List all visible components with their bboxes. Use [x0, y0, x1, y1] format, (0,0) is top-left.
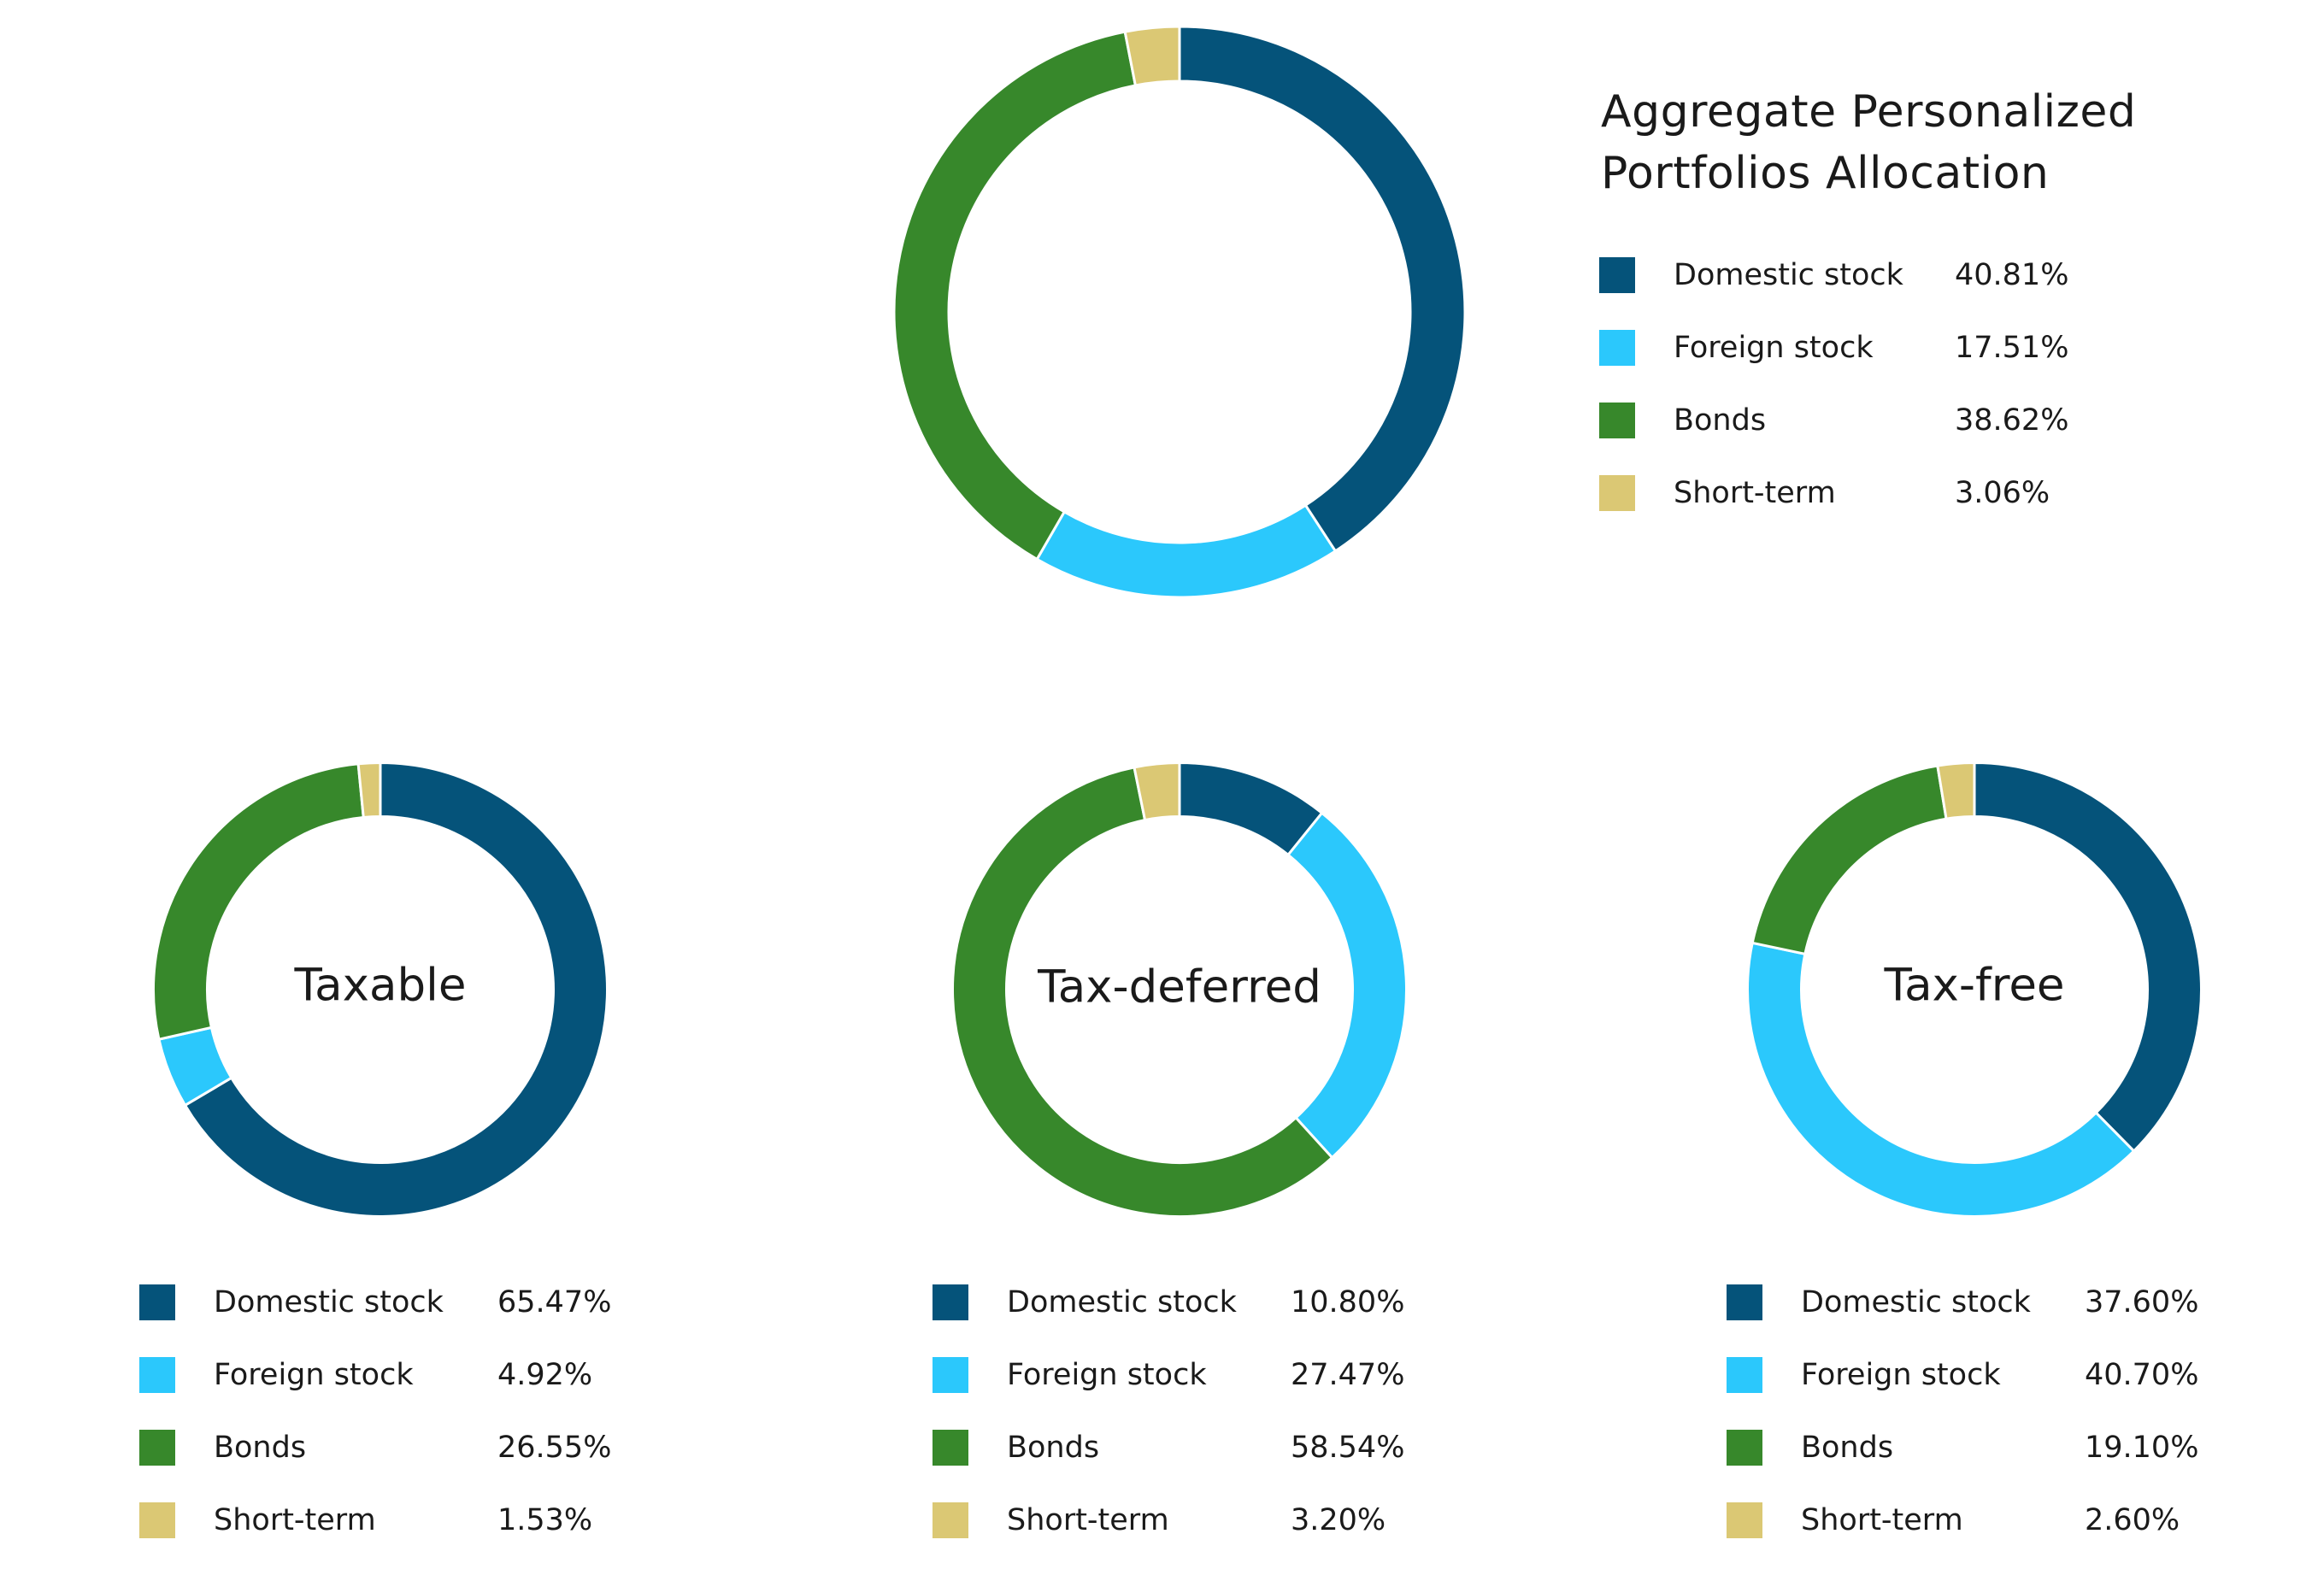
- domestic-stock-swatch: [933, 1284, 968, 1320]
- legend-label: Bonds: [1674, 403, 1767, 438]
- legend-value: 26.55%: [497, 1431, 612, 1465]
- legend-label: Foreign stock: [214, 1358, 414, 1392]
- taxable-slice-short-term: [356, 761, 382, 820]
- foreign-stock-swatch: [139, 1357, 175, 1393]
- domestic-stock-swatch: [1599, 257, 1635, 293]
- aggregate-slice-bonds: [892, 30, 1138, 561]
- short-term-swatch: [1727, 1502, 1762, 1538]
- taxable-slice-domestic-stock: [183, 761, 609, 1218]
- legend-label: Bonds: [1007, 1431, 1100, 1465]
- legend-value: 2.60%: [2085, 1503, 2180, 1537]
- chart-title: Aggregate Personalized Portfolios Alloca…: [1601, 86, 2137, 199]
- tax-deferred-slice-short-term: [1133, 761, 1181, 822]
- legend-label: Domestic stock: [1674, 258, 1903, 292]
- legend-value: 27.47%: [1291, 1358, 1405, 1392]
- tax-free-slice-domestic-stock: [1973, 761, 2203, 1154]
- short-term-swatch: [139, 1502, 175, 1538]
- foreign-stock-swatch: [933, 1357, 968, 1393]
- legend-value: 1.53%: [497, 1503, 593, 1537]
- foreign-stock-swatch: [1727, 1357, 1762, 1393]
- short-term-swatch: [1599, 475, 1635, 511]
- legend-value: 4.92%: [497, 1358, 593, 1392]
- foreign-stock-swatch: [1599, 330, 1635, 366]
- tax-deferred-slice-bonds: [951, 766, 1334, 1218]
- legend-label: Domestic stock: [1007, 1285, 1237, 1319]
- legend-label: Domestic stock: [1801, 1285, 2031, 1319]
- domestic-stock-swatch: [1727, 1284, 1762, 1320]
- legend-value: 38.62%: [1955, 403, 2069, 438]
- bonds-swatch: [139, 1430, 175, 1466]
- legend-value: 58.54%: [1291, 1431, 1405, 1465]
- legend-value: 40.70%: [2085, 1358, 2199, 1392]
- taxable-label: Taxable: [294, 959, 467, 1012]
- legend-value: 65.47%: [497, 1285, 612, 1319]
- bonds-swatch: [933, 1430, 968, 1466]
- legend-value: 10.80%: [1291, 1285, 1405, 1319]
- aggregate-slice-foreign-stock: [1035, 503, 1338, 599]
- aggregate-slice-domestic-stock: [1178, 25, 1467, 553]
- short-term-swatch: [933, 1502, 968, 1538]
- aggregate-slice-short-term: [1123, 25, 1181, 87]
- legend-label: Bonds: [214, 1431, 307, 1465]
- tax-free-slice-short-term: [1936, 761, 1976, 820]
- legend-label: Foreign stock: [1674, 331, 1874, 365]
- legend-value: 19.10%: [2085, 1431, 2199, 1465]
- legend-value: 40.81%: [1955, 258, 2069, 292]
- legend-label: Bonds: [1801, 1431, 1894, 1465]
- tax-free-label: Tax-free: [1884, 959, 2065, 1012]
- bonds-swatch: [1727, 1430, 1762, 1466]
- tax-free-slice-foreign-stock: [1746, 941, 2136, 1218]
- legend-label: Short-term: [1674, 476, 1836, 510]
- legend-label: Foreign stock: [1007, 1358, 1207, 1392]
- legend-value: 3.06%: [1955, 476, 2050, 510]
- tax-deferred-label: Tax-deferred: [1038, 961, 1321, 1014]
- legend-label: Foreign stock: [1801, 1358, 2001, 1392]
- legend-value: 3.20%: [1291, 1503, 1386, 1537]
- legend-label: Short-term: [1007, 1503, 1169, 1537]
- legend-label: Short-term: [1801, 1503, 1963, 1537]
- taxable-slice-bonds: [152, 762, 365, 1041]
- tax-free-slice-bonds: [1750, 764, 1948, 956]
- legend-label: Domestic stock: [214, 1285, 444, 1319]
- domestic-stock-swatch: [139, 1284, 175, 1320]
- bonds-swatch: [1599, 403, 1635, 438]
- legend-value: 17.51%: [1955, 331, 2069, 365]
- legend-label: Short-term: [214, 1503, 376, 1537]
- legend-value: 37.60%: [2085, 1285, 2199, 1319]
